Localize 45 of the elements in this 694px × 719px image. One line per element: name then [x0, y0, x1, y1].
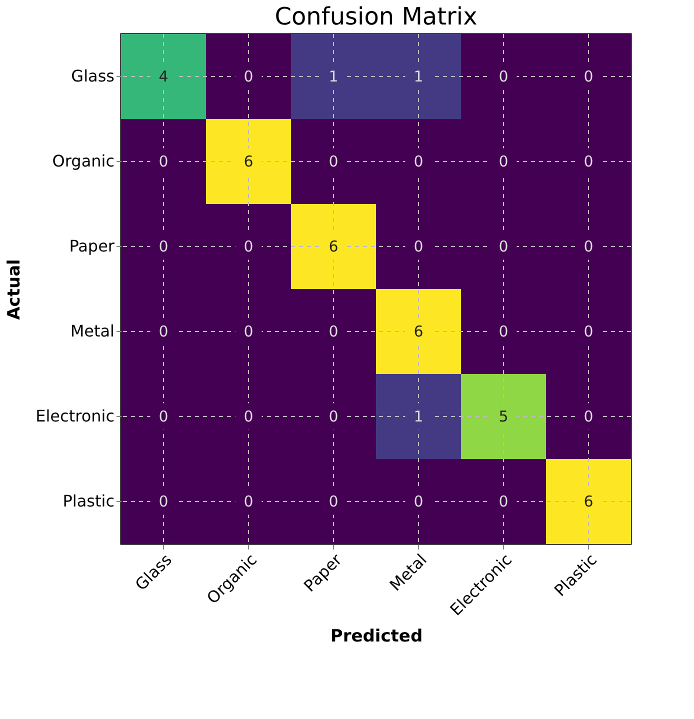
data-label: 0	[584, 408, 594, 426]
data-label: 0	[328, 408, 338, 426]
data-label: 5	[498, 408, 508, 426]
x-axis-title: Predicted	[330, 626, 423, 647]
data-label: 0	[244, 238, 254, 256]
data-label: 6	[414, 322, 424, 340]
y-tick-label: Electronic	[36, 406, 114, 426]
y-axis-title: Actual	[4, 259, 25, 320]
data-label: 0	[414, 152, 424, 170]
data-label: 0	[498, 238, 508, 256]
chart-title: Confusion Matrix	[274, 2, 478, 30]
data-label: 0	[158, 152, 168, 170]
y-tick-label: Metal	[70, 322, 114, 340]
data-label: 0	[244, 492, 254, 510]
y-tick-label: Plastic	[62, 492, 114, 510]
data-label: 6	[584, 492, 594, 510]
data-label: 1	[414, 408, 424, 426]
y-tick-label: Organic	[52, 152, 114, 170]
data-label: 0	[244, 68, 254, 86]
data-label: 0	[158, 408, 168, 426]
data-label: 1	[328, 68, 338, 86]
data-label: 0	[584, 152, 594, 170]
data-label: 0	[584, 238, 594, 256]
data-label: 0	[584, 68, 594, 86]
data-label: 0	[158, 238, 168, 256]
data-label: 0	[328, 152, 338, 170]
data-label: 0	[328, 322, 338, 340]
data-label: 0	[158, 322, 168, 340]
data-label: 0	[498, 152, 508, 170]
data-label: 0	[244, 408, 254, 426]
data-label: 6	[328, 238, 338, 256]
data-label: 4	[158, 68, 168, 86]
data-label: 0	[498, 322, 508, 340]
data-label: 0	[414, 492, 424, 510]
data-label: 0	[584, 322, 594, 340]
data-label: 0	[244, 322, 254, 340]
data-label: 0	[158, 492, 168, 510]
data-label: 0	[328, 492, 338, 510]
data-label: 6	[244, 152, 254, 170]
y-tick-label: Glass	[71, 66, 114, 86]
data-label: 0	[498, 68, 508, 86]
data-label: 0	[498, 492, 508, 510]
data-label: 1	[414, 68, 424, 86]
y-tick-label: Paper	[69, 236, 115, 256]
data-label: 0	[414, 238, 424, 256]
